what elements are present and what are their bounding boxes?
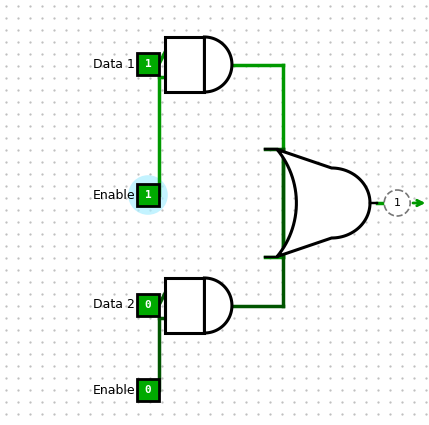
- Circle shape: [384, 190, 410, 216]
- Text: Data 2: Data 2: [93, 298, 135, 312]
- Polygon shape: [205, 37, 232, 92]
- Text: 0: 0: [145, 300, 151, 310]
- Text: 1: 1: [145, 59, 151, 69]
- Polygon shape: [205, 278, 232, 333]
- Polygon shape: [277, 150, 370, 257]
- Text: Data 1: Data 1: [93, 57, 135, 71]
- Polygon shape: [165, 278, 205, 333]
- Polygon shape: [137, 53, 159, 75]
- Polygon shape: [137, 294, 159, 316]
- Text: 1: 1: [394, 198, 401, 208]
- Text: Enable: Enable: [92, 383, 135, 397]
- Text: Enable: Enable: [92, 189, 135, 201]
- Circle shape: [128, 175, 168, 215]
- Text: 1: 1: [145, 190, 151, 200]
- Polygon shape: [165, 37, 205, 92]
- Polygon shape: [137, 379, 159, 401]
- Text: 0: 0: [145, 385, 151, 395]
- Polygon shape: [137, 184, 159, 206]
